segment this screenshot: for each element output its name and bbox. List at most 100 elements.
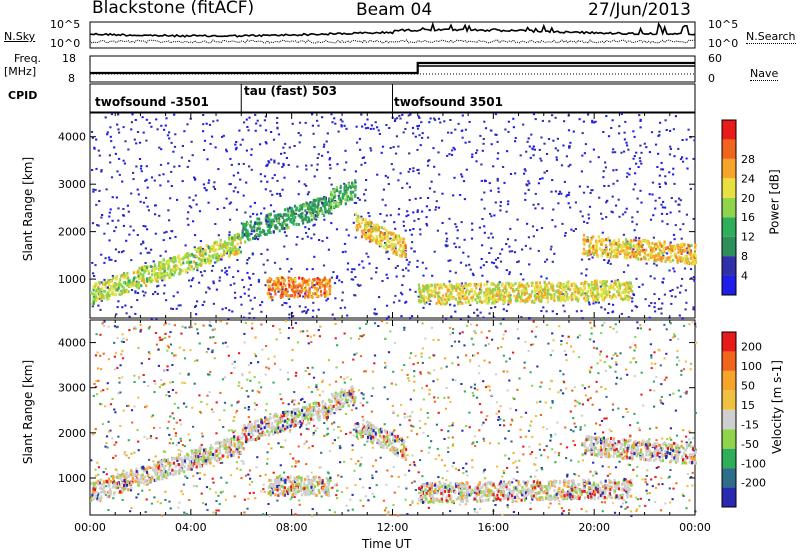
cpid-dividers [240,84,393,112]
speckle-cell [364,123,367,126]
speckle-cell [123,162,126,165]
speckle-cell [641,283,644,286]
speckle-cell [175,391,178,394]
speckle-cell [130,128,133,131]
speckle-cell [158,146,161,149]
speckle-cell [92,272,95,275]
echo-cell [354,179,357,183]
speckle-cell [554,116,557,119]
speckle-cell [660,168,663,171]
echo-cell [313,217,316,221]
speckle-cell [639,160,642,163]
speckle-cell [121,180,124,183]
speckle-cell [633,135,636,138]
speckle-cell [382,441,385,444]
echo-cell [313,285,316,289]
speckle-cell [686,250,689,253]
echo-cell [92,302,95,305]
speckle-cell [282,164,285,167]
speckle-cell [136,234,139,236]
echo-cell [252,236,255,240]
speckle-cell [409,398,412,401]
speckle-cell [358,198,361,201]
speckle-cell [449,270,452,273]
echo-cell [591,282,594,286]
speckle-cell [145,139,148,142]
speckle-cell [253,296,256,299]
echo-cell [186,255,189,259]
echo-cell [486,297,489,301]
speckle-cell [536,401,539,404]
echo-cell [524,288,527,292]
speckle-cell [689,368,692,371]
echo-cell [649,246,652,250]
echo-cell [312,199,316,202]
echo-cell [592,247,595,251]
speckle-cell [98,154,101,157]
speckle-cell [499,322,502,325]
echo-cell [437,299,440,303]
speckle-cell [196,300,199,303]
echo-cell [294,290,297,294]
speckle-cell [503,424,506,427]
speckle-cell [660,312,663,315]
echo-cell [485,291,488,295]
echo-cell [330,207,333,211]
speckle-cell [336,275,339,278]
speckle-cell [307,446,311,449]
speckle-cell [315,218,318,221]
speckle-cell [444,244,447,247]
speckle-cell [537,249,540,252]
speckle-cell [333,439,336,442]
speckle-cell [392,430,395,433]
speckle-cell [528,317,531,320]
speckle-cell [229,183,232,185]
echo-cell [294,293,297,297]
echo-cell [365,234,368,238]
speckle-cell [116,367,119,369]
speckle-cell [633,155,636,157]
echo-cell [667,249,670,253]
echo-cell [283,213,286,217]
speckle-cell [114,260,117,262]
echo-cell [479,297,482,301]
speckle-cell [669,129,672,132]
speckle-cell [159,184,162,187]
echo-cell [642,239,645,243]
speckle-cell [107,509,110,511]
echo-cell [489,289,492,293]
speckle-cell [581,403,584,406]
speckle-cell [489,189,492,192]
speckle-cell [358,137,361,140]
speckle-cell [635,306,639,309]
speckle-cell [137,449,140,452]
speckle-cell [611,151,614,154]
speckle-cell [550,435,553,438]
speckle-cell [168,219,171,222]
echo-cell [179,267,182,271]
echo-cell [681,258,684,262]
speckle-cell [273,210,276,213]
speckle-cell [445,317,448,320]
speckle-cell [370,225,373,228]
echo-cell [535,289,538,293]
echo-cell [354,212,357,216]
speckle-cell [421,347,424,350]
speckle-cell [211,265,215,267]
speckle-cell [634,239,637,242]
echo-cell [317,197,320,201]
speckle-cell [186,217,189,220]
speckle-cell [604,388,607,390]
echo-cell [419,293,422,297]
speckle-cell [281,165,284,168]
speckle-cell [248,469,252,472]
echo-cell [588,247,591,250]
speckle-cell [360,113,363,116]
speckle-cell [607,260,611,262]
speckle-cell [380,320,384,323]
echo-cell [221,254,224,258]
speckle-cell [566,194,569,196]
speckle-cell [504,128,507,131]
speckle-cell [662,255,665,258]
echo-cell [690,261,693,265]
